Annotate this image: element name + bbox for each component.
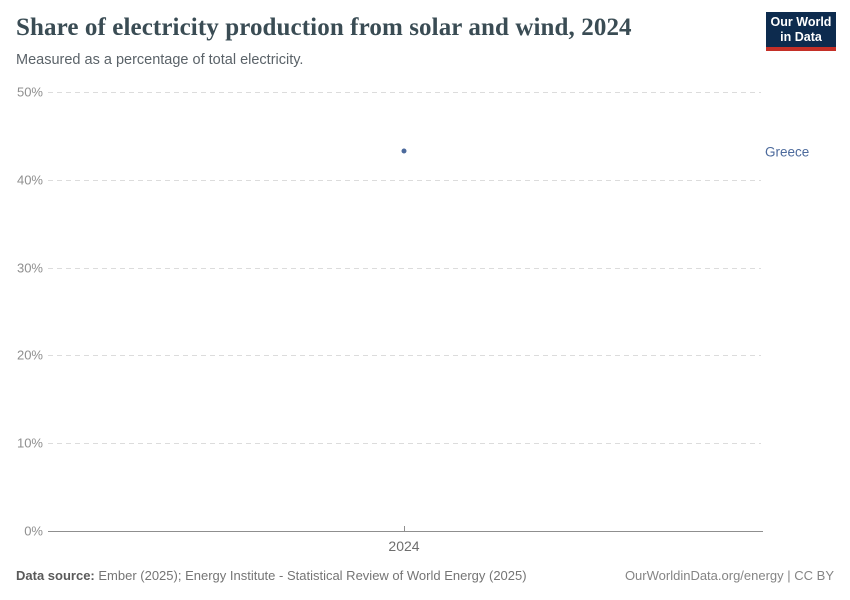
chart-footer: Data source: Ember (2025); Energy Instit… — [16, 568, 834, 583]
data-source-label: Data source: — [16, 568, 95, 583]
x-axis-tick — [404, 526, 405, 531]
credit-link[interactable]: OurWorldinData.org/energy | CC BY — [624, 568, 834, 583]
owid-logo-text: Our World in Data — [770, 15, 832, 44]
y-axis-tick-label: 20% — [16, 347, 43, 363]
y-axis-tick-label: 0% — [24, 523, 43, 539]
x-axis-label: 2024 — [388, 538, 420, 554]
data-source-text: Ember (2025); Energy Institute - Statist… — [94, 568, 527, 583]
data-source-note: Data source: Ember (2025); Energy Instit… — [16, 568, 527, 583]
y-axis-tick-label: 40% — [16, 172, 43, 188]
chart-title: Share of electricity production from sol… — [16, 14, 632, 41]
y-axis-tick-label: 30% — [16, 260, 43, 276]
entity-label-greece[interactable]: Greece — [765, 144, 810, 160]
gridline — [48, 443, 761, 445]
gridline — [48, 179, 761, 181]
x-axis-line — [48, 531, 763, 532]
chart-subtitle: Measured as a percentage of total electr… — [16, 52, 304, 68]
gridline — [48, 92, 761, 93]
y-axis-tick-label: 50% — [16, 84, 43, 100]
y-axis-tick-label: 10% — [16, 435, 43, 451]
owid-logo[interactable]: Our World in Data — [766, 12, 836, 51]
gridline — [48, 355, 761, 357]
gridline — [48, 267, 761, 269]
data-point-greece[interactable] — [401, 148, 407, 154]
